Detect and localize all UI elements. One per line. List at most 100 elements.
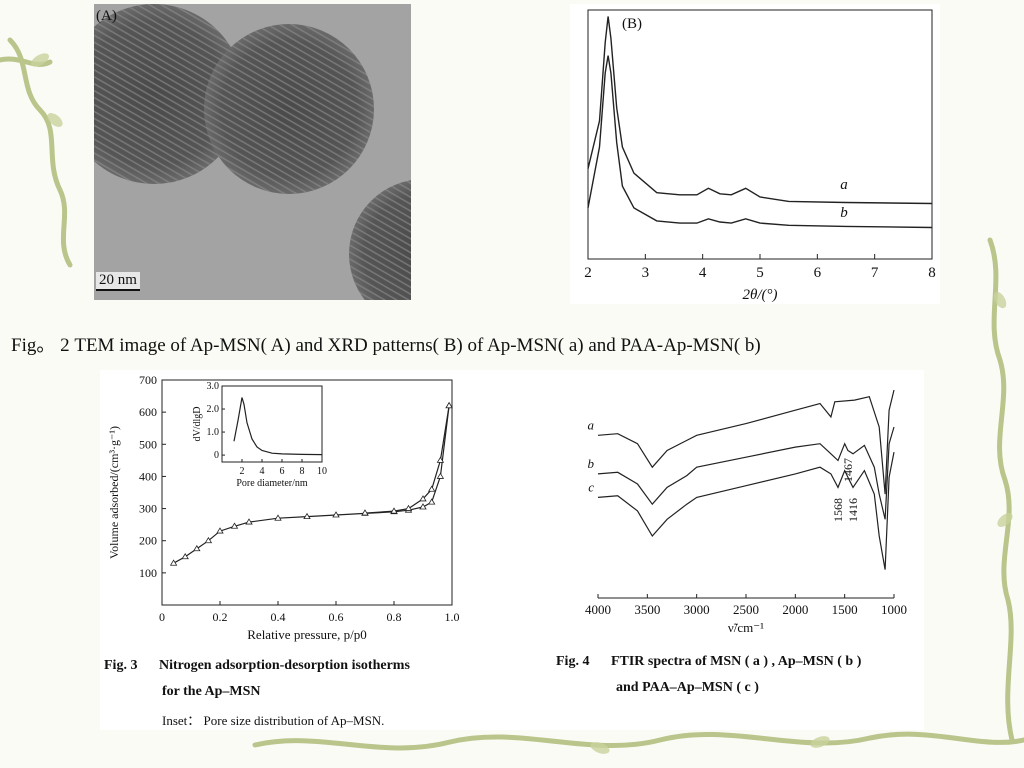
iso-point-adsorption [216,527,224,534]
ftir-x-tick-label: 2500 [733,602,759,617]
iso-x-tick-label: 0.2 [213,610,228,624]
iso-point-adsorption [419,503,427,510]
fig3-panel: 0 0.2 0.4 0.6 0.8 1.0 100 200 300 400 500 600 700 Rel… [100,370,512,730]
iso-point-desorption [361,509,369,516]
ftir-series-label-c: c [588,479,594,494]
ftir-series-a [597,389,895,495]
fig4-line-1: FTIR spectra of MSN ( a ) , Ap–MSN ( b ) [610,654,862,669]
inset-y-tick-label: 2.0 [207,404,220,415]
fig3-title-2-wrap: for the Ap–MSN [162,684,261,700]
xrd-x-tick-label: 4 [699,265,707,281]
xrd-series-b [587,55,933,229]
panel-a-label: (A) [96,8,117,24]
iso-point-adsorption [274,514,282,521]
iso-point-desorption [445,401,453,409]
inset-y-tick-label: 0 [214,450,219,461]
iso-frame [161,379,453,606]
inset-series [233,397,323,456]
ftir-x-tick-label: 4000 [585,602,611,617]
ftir-x-tick-label: 2000 [782,602,808,617]
iso-point-adsorption [436,472,445,479]
iso-y-tick-label: 100 [139,566,157,580]
ftir-annotation: 1467 [841,458,855,482]
xrd-series-label-b: b [840,205,848,221]
fig4-line-2-wrap: and PAA–Ap–MSN ( c ) [616,680,759,696]
ftir-x-tick-label: 3500 [634,602,660,617]
iso-y-tick-label: 300 [139,502,157,516]
iso-point-adsorption [303,512,311,520]
xrd-panel-label: (B) [622,16,642,32]
ftir-series-label-a: a [588,417,595,432]
xrd-series-a [587,16,933,205]
xrd-chart-panel: 2 3 4 5 6 7 8 2θ/(°) (B) a b [570,4,940,304]
iso-x-tick-label: 0 [159,610,165,624]
isotherm-chart: 0 0.2 0.4 0.6 0.8 1.0100200300400500600700Rel… [107,373,460,642]
fig3-title-1: Nitrogen adsorption-desorption isotherms [158,658,410,673]
xrd-x-tick-label: 7 [871,265,879,281]
xrd-x-tick-label: 5 [756,265,764,281]
fig3-number: Fig. 3 [104,658,138,673]
iso-point-adsorption [245,518,253,525]
inset-x-axis-label: Pore diameter/nm [236,478,308,489]
inset-x-tick-label: 4 [260,466,265,477]
fig4-number: Fig. 4 [556,654,590,669]
iso-point-desorption [390,507,398,514]
xrd-x-axis-label: 2θ/(°) [742,287,777,303]
fig4-panel: 4000 3500 3000 2500 2000 1500 1000 ν̃/cm⁻¹ a b c 15… [512,370,924,730]
fig3-inset-caption: Inset： Pore size distribution of Ap–MSN. [162,713,385,728]
fig4-caption: Fig. 4 FTIR spectra of MSN ( a ) , Ap–MS… [556,654,861,670]
fig3-title-2: for the Ap–MSN [162,684,261,699]
xrd-frame [587,9,933,260]
iso-y-tick-label: 600 [139,405,157,419]
iso-point-adsorption [169,559,178,566]
iso-point-adsorption [193,544,201,552]
iso-point-desorption [427,485,436,492]
inset-y-tick-label: 3.0 [207,381,220,392]
xrd-x-tick-label: 3 [642,265,650,281]
tem-image: (A) 20 nm [64,4,499,329]
ftir-annotation: 1416 [846,498,860,522]
xrd-x-tick-label: 2 [584,265,592,281]
iso-point-desorption [436,456,445,463]
inset-x-tick-label: 6 [280,466,285,477]
fig2-caption: Fig。 2 TEM image of Ap-MSN( A) and XRD p… [11,335,761,356]
inset-y-tick-label: 1.0 [207,427,220,438]
ftir-annotation: 1568 [831,498,845,522]
iso-x-axis-label: Relative pressure, p/p0 [247,627,367,642]
iso-point-adsorption [230,522,239,529]
ftir-series-c [597,451,895,570]
inset-y-axis-label: dV/dlgD [192,407,203,442]
iso-point-adsorption [204,536,213,544]
ftir-x-tick-label: 3000 [684,602,710,617]
iso-point-adsorption [181,553,189,560]
ftir-series-label-b: b [588,456,595,471]
scale-bar: 20 nm [96,272,140,291]
inset-x-tick-label: 2 [240,466,245,477]
iso-y-tick-label: 700 [139,373,157,387]
ftir-chart: 4000 3500 3000 2500 2000 1500 1000 ν̃/cm⁻¹ a bc 15… [585,389,907,635]
fig4-line-2: and PAA–Ap–MSN ( c ) [616,680,759,695]
fig3-caption: Fig. 3 Nitrogen adsorption-desorption is… [104,658,410,674]
iso-point-desorption [419,495,427,502]
iso-x-tick-label: 0.8 [387,610,402,624]
ftir-x-tick-label: 1500 [832,602,858,617]
inset-x-tick-label: 10 [317,466,327,477]
iso-y-tick-label: 200 [139,534,157,548]
iso-series-desorption [364,405,450,514]
iso-point-adsorption [332,511,340,518]
iso-y-axis-label: Volume adsorbed/(cm³·g⁻¹) [107,426,121,559]
tem-micrograph [64,4,499,329]
inset-x-tick-label: 8 [300,466,305,477]
ftir-x-axis-label: ν̃/cm⁻¹ [728,620,764,635]
ftir-series-b [597,426,895,520]
xrd-series-label-a: a [840,177,848,193]
xrd-x-tick-label: 6 [814,265,822,281]
inset-frame [221,385,323,463]
iso-y-tick-label: 500 [139,437,157,451]
iso-point-adsorption [427,498,436,505]
iso-x-tick-label: 0.6 [329,610,344,624]
iso-x-tick-label: 1.0 [445,610,460,624]
xrd-chart: 2 3 4 5 6 7 8 2θ/(°) (B) ab [584,9,936,303]
iso-y-tick-label: 400 [139,469,157,483]
